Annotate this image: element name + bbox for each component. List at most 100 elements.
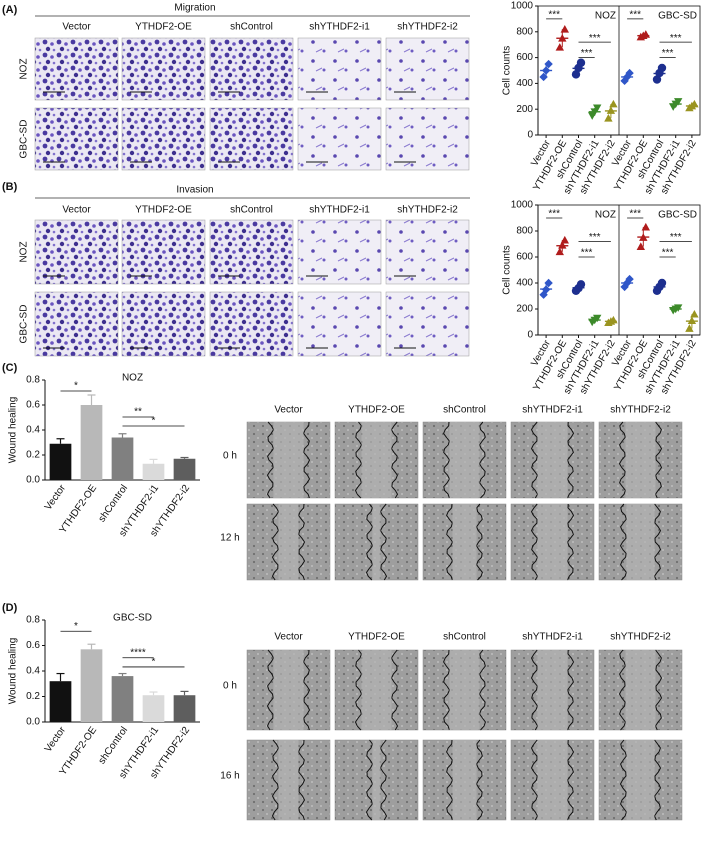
- significance-label: *: [74, 381, 78, 392]
- y-tick-label: 0.8: [26, 375, 40, 386]
- data-point: [641, 30, 650, 38]
- y-tick-label: 0.4: [26, 425, 40, 436]
- wound-edge: [619, 739, 627, 821]
- column-label: shControl: [230, 205, 273, 216]
- data-point: [625, 68, 634, 78]
- panel-label: (C): [2, 362, 18, 374]
- bar: [49, 681, 72, 722]
- bar: [111, 676, 134, 722]
- wound-edge: [365, 503, 374, 581]
- y-axis-label: Wound healing: [8, 638, 19, 705]
- wound-gap: [273, 422, 304, 498]
- y-tick-label: 0.6: [26, 640, 40, 651]
- wound-gap: [449, 422, 480, 498]
- significance-label: ***: [662, 248, 674, 259]
- significance-label: **: [134, 407, 142, 418]
- wound-edge: [654, 421, 663, 499]
- wound-edge: [354, 421, 363, 499]
- column-label: Vector: [274, 632, 303, 643]
- wound-edge: [530, 421, 539, 499]
- significance-label: ***: [589, 232, 601, 243]
- column-label: YTHDF2-OE: [135, 22, 192, 33]
- micrograph: [121, 107, 206, 171]
- wound-edge: [475, 739, 483, 821]
- wound-edge: [530, 649, 539, 731]
- wound-gap: [537, 504, 568, 580]
- y-tick-label: 600: [516, 252, 533, 263]
- significance-label: ***: [670, 33, 682, 44]
- wound-edge: [618, 649, 626, 731]
- column-label: shYTHDF2-i2: [397, 205, 458, 216]
- row-label: 12 h: [220, 533, 239, 544]
- data-point: [558, 34, 567, 42]
- wound-edge: [266, 421, 275, 499]
- wound-edge: [379, 503, 388, 581]
- data-point: [593, 314, 602, 323]
- micrograph: [209, 219, 294, 285]
- y-tick-label: 1000: [511, 200, 534, 211]
- data-point: [576, 58, 586, 67]
- data-point: [636, 242, 645, 250]
- y-tick-label: 200: [516, 104, 533, 115]
- y-tick-label: 0: [527, 130, 533, 141]
- wound-gap: [449, 650, 480, 730]
- data-point: [674, 304, 683, 312]
- column-label: YTHDF2-OE: [348, 405, 405, 416]
- chart-title: GBC-SD: [113, 613, 152, 624]
- row-label: GBC-SD: [19, 120, 30, 159]
- data-point: [539, 290, 548, 299]
- data-point: [604, 114, 613, 122]
- significance-label: ***: [629, 209, 641, 220]
- data-point: [622, 72, 632, 82]
- column-label: shYTHDF2-i2: [397, 22, 458, 33]
- significance-label: *: [152, 416, 156, 427]
- row-label: NOZ: [19, 241, 30, 262]
- y-tick-label: 400: [516, 278, 533, 289]
- wound-edge: [303, 421, 311, 499]
- wound-edge: [298, 739, 306, 821]
- panel-label: (D): [2, 602, 18, 614]
- wound-edge: [653, 503, 662, 581]
- data-point: [652, 75, 662, 84]
- wound-edge: [390, 649, 399, 731]
- micrograph: [209, 107, 294, 171]
- y-tick-label: 200: [516, 304, 533, 315]
- x-tick-label: Vector: [43, 724, 69, 754]
- wound-edge: [653, 739, 662, 821]
- group-label: GBC-SD: [658, 210, 697, 221]
- column-label: shControl: [443, 405, 486, 416]
- chart-title: NOZ: [122, 373, 143, 384]
- wound-gap: [452, 740, 477, 820]
- data-point: [544, 278, 553, 288]
- data-point: [687, 316, 697, 325]
- data-point: [625, 274, 634, 284]
- wound-gap: [372, 740, 381, 820]
- y-axis-label: Wound healing: [8, 397, 19, 464]
- data-point: [560, 25, 569, 33]
- y-axis-label: Cell counts: [502, 245, 513, 294]
- y-tick-label: 0.0: [26, 717, 40, 728]
- wound-edge: [530, 739, 539, 821]
- y-tick-label: 0: [527, 330, 533, 341]
- wound-gap: [537, 740, 568, 820]
- wound-gap: [537, 422, 568, 498]
- data-point: [571, 70, 581, 79]
- data-point: [620, 282, 629, 292]
- wound-edge: [618, 421, 626, 499]
- wound-edge: [390, 421, 399, 499]
- group-label: GBC-SD: [658, 11, 697, 22]
- micrograph: [34, 219, 119, 285]
- wound-gap: [626, 504, 655, 580]
- significance-label: *: [152, 657, 156, 668]
- panel-label: (B): [2, 181, 18, 193]
- micrograph: [385, 107, 470, 171]
- wound-edge: [298, 503, 306, 581]
- y-tick-label: 800: [516, 226, 533, 237]
- wound-edge: [379, 739, 388, 821]
- wound-edge: [266, 649, 275, 731]
- data-point: [539, 72, 548, 82]
- micrograph: [297, 291, 382, 357]
- group-label: NOZ: [595, 210, 616, 221]
